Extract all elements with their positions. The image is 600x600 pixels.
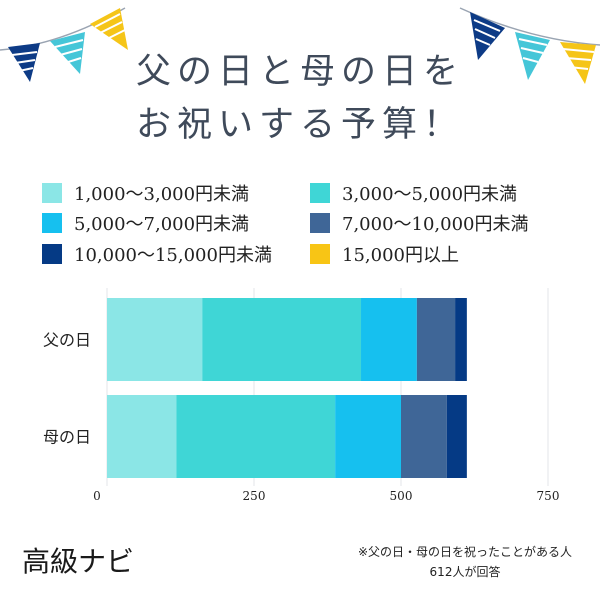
legend-item: 15,000円以上 bbox=[310, 241, 459, 267]
legend-label: 3,000〜5,000円未満 bbox=[342, 184, 518, 205]
category-label: 母の日 bbox=[43, 428, 91, 447]
survey-note-line-2: 612人が回答 bbox=[429, 565, 501, 579]
bar-segment bbox=[416, 298, 456, 381]
bar-segment bbox=[361, 298, 417, 381]
legend-item: 7,000〜10,000円未満 bbox=[310, 210, 529, 236]
bar-segment bbox=[401, 395, 447, 478]
legend-label: 5,000〜7,000円未満 bbox=[74, 214, 250, 235]
legend-label: 1,000〜3,000円未満 bbox=[74, 184, 250, 205]
bar-segment bbox=[335, 395, 401, 478]
chart-title-line-1: 父の日と母の日を bbox=[135, 52, 464, 92]
survey-note-line-1: ※父の日・母の日を祝ったことがある人 bbox=[357, 545, 573, 559]
legend-label: 15,000円以上 bbox=[342, 245, 459, 266]
bunting-flag bbox=[470, 12, 505, 60]
legend-item: 5,000〜7,000円未満 bbox=[42, 210, 249, 236]
x-tick-label: 750 bbox=[537, 489, 560, 503]
brand-logo-text: 高級ナビ bbox=[22, 545, 135, 578]
legend-swatch bbox=[42, 183, 62, 203]
bunting-flag bbox=[50, 32, 85, 74]
bunting-flag bbox=[8, 43, 40, 82]
legend-swatch bbox=[42, 213, 62, 233]
bar-segment bbox=[455, 298, 467, 381]
bunting-flag bbox=[90, 8, 128, 50]
x-tick-label: 250 bbox=[243, 489, 266, 503]
bunting-flag bbox=[515, 32, 550, 80]
chart-title-line-2: お祝いする予算！ bbox=[135, 105, 464, 145]
legend-swatch bbox=[310, 244, 330, 264]
bar-segment bbox=[446, 395, 467, 478]
legend-item: 3,000〜5,000円未満 bbox=[310, 180, 517, 206]
legend-swatch bbox=[42, 244, 62, 264]
legend-label: 7,000〜10,000円未満 bbox=[342, 214, 529, 235]
bar-segment bbox=[107, 298, 203, 381]
x-tick-label: 500 bbox=[390, 489, 413, 503]
bunting-decoration bbox=[0, 7, 600, 84]
category-label: 父の日 bbox=[43, 331, 91, 350]
legend-item: 1,000〜3,000円未満 bbox=[42, 180, 249, 206]
legend-swatch bbox=[310, 183, 330, 203]
legend-swatch bbox=[310, 213, 330, 233]
bar-segment bbox=[176, 395, 336, 478]
legend-label: 10,000〜15,000円未満 bbox=[74, 245, 272, 266]
x-tick-label: 0 bbox=[93, 489, 101, 503]
bar-segment bbox=[202, 298, 362, 381]
bunting-flag bbox=[560, 42, 596, 84]
bar-segment bbox=[107, 395, 177, 478]
legend-item: 10,000〜15,000円未満 bbox=[42, 241, 272, 267]
